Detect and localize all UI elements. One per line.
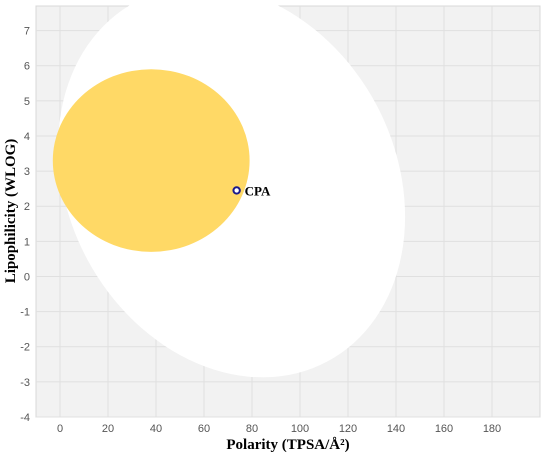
y-axis-title: Lipophilicity (WLOG) — [3, 139, 19, 284]
y-tick-label: 1 — [24, 236, 30, 248]
x-tick-label: 0 — [57, 423, 63, 435]
y-tick-label: 2 — [24, 201, 30, 213]
x-tick-label: 180 — [483, 423, 501, 435]
x-tick-label: 100 — [291, 423, 309, 435]
data-point-marker — [232, 186, 241, 195]
y-tick-label: -4 — [20, 412, 30, 424]
x-tick-label: 20 — [102, 423, 114, 435]
y-axis-ticks: -4 -3 -2 -1 0 1 2 3 4 5 6 7 — [20, 26, 30, 424]
data-points: CPA — [232, 183, 271, 198]
y-tick-label: -2 — [20, 342, 30, 354]
x-axis-ticks: 0 20 40 60 80 100 120 140 160 180 — [57, 423, 501, 435]
y-tick-label: 4 — [24, 131, 30, 143]
x-tick-label: 160 — [435, 423, 453, 435]
y-tick-label: 7 — [24, 26, 30, 38]
y-tick-label: 6 — [24, 61, 30, 73]
y-tick-label: -1 — [20, 307, 30, 319]
y-tick-label: 3 — [24, 166, 30, 178]
x-tick-label: 40 — [150, 423, 162, 435]
y-tick-label: 0 — [24, 271, 30, 283]
x-tick-label: 140 — [387, 423, 405, 435]
x-tick-label: 80 — [246, 423, 258, 435]
region-yolk-ellipse — [52, 69, 250, 252]
y-tick-label: 5 — [24, 96, 30, 108]
regions — [52, 69, 250, 252]
data-point-label: CPA — [245, 183, 271, 198]
y-tick-label: -3 — [20, 377, 30, 389]
x-tick-label: 120 — [339, 423, 357, 435]
x-axis-title: Polarity (TPSA/Å²) — [226, 437, 349, 453]
x-tick-label: 60 — [198, 423, 210, 435]
